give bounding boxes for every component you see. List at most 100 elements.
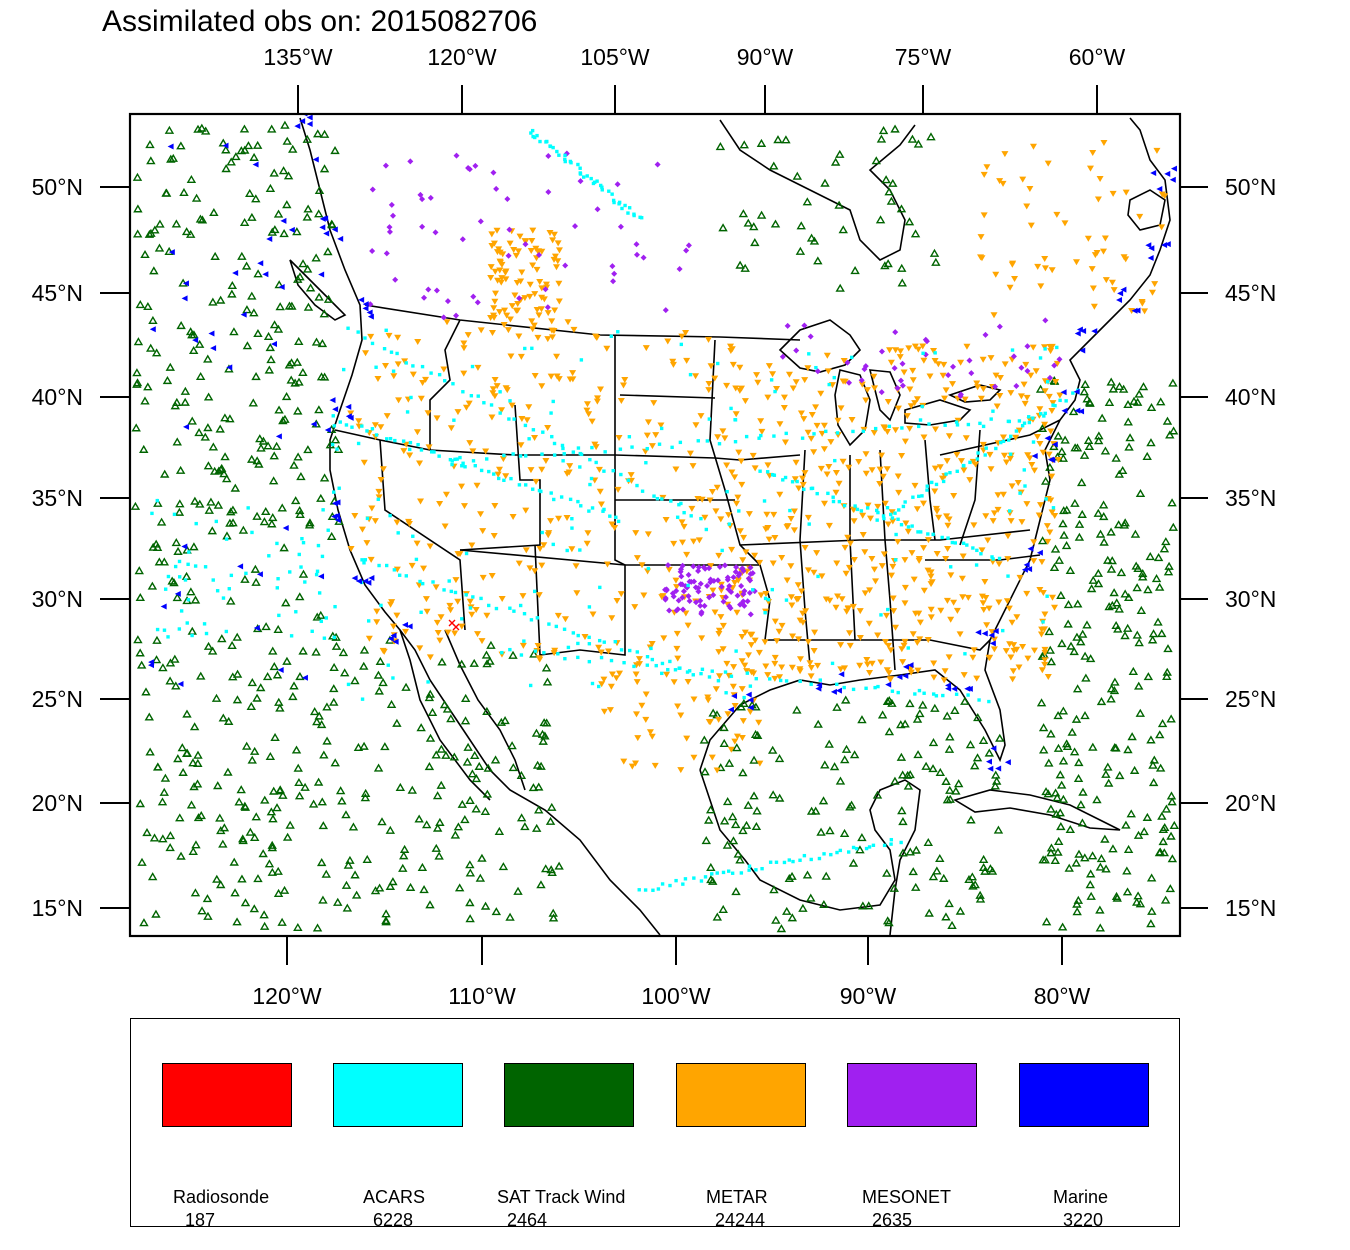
tri-up-marker (238, 836, 248, 845)
square-marker (469, 394, 474, 398)
tri-left-marker (1116, 297, 1123, 304)
tri-up-marker (217, 634, 227, 643)
tri-down-marker (1101, 235, 1109, 242)
tri-down-marker (874, 632, 882, 639)
tri-down-marker (644, 419, 652, 426)
tri-down-marker (980, 212, 988, 219)
tri-up-marker (312, 923, 323, 932)
tri-up-marker (767, 745, 778, 754)
sat-track-wind-swatch (504, 1063, 634, 1127)
tri-down-marker (542, 457, 550, 464)
diamond-marker (611, 270, 618, 277)
square-marker (842, 685, 846, 690)
tri-down-marker (1008, 483, 1016, 490)
tri-down-marker (526, 565, 534, 572)
tri-up-marker (326, 219, 337, 228)
tri-down-marker (751, 465, 759, 472)
tri-up-marker (339, 668, 350, 677)
tri-up-marker (1096, 696, 1107, 706)
tri-down-marker (405, 518, 413, 525)
diamond-marker (727, 605, 734, 612)
square-marker (275, 541, 279, 546)
tri-up-marker (281, 391, 292, 401)
tri-up-marker (1160, 895, 1171, 904)
tri-up-marker (719, 738, 729, 748)
square-marker (362, 561, 366, 565)
square-marker (461, 461, 465, 465)
tri-down-marker (895, 489, 903, 496)
tri-up-marker (944, 744, 955, 753)
tri-down-marker (1001, 151, 1009, 158)
tri-up-marker (193, 813, 204, 822)
tri-down-marker (741, 629, 749, 636)
tri-down-marker (876, 466, 884, 473)
tri-up-marker (236, 785, 246, 794)
tri-up-marker (180, 397, 190, 406)
tri-up-marker (1165, 430, 1175, 439)
tri-down-marker (794, 582, 802, 589)
tri-down-marker (790, 508, 798, 515)
tri-up-marker (190, 595, 201, 604)
tri-up-marker (858, 901, 868, 910)
tri-down-marker (498, 407, 506, 414)
tri-down-marker (468, 611, 476, 618)
tri-up-marker (1073, 773, 1084, 783)
tri-down-marker (947, 616, 955, 623)
tri-down-marker (514, 300, 522, 307)
tri-down-marker (603, 345, 611, 352)
tri-up-marker (290, 378, 300, 387)
tri-up-marker (1148, 777, 1159, 787)
diamond-marker (950, 363, 957, 370)
tri-down-marker (473, 482, 481, 489)
tri-down-marker (491, 298, 499, 305)
legend-item-mesonet: MESONET 2635 (847, 1063, 977, 1230)
left-lat-label: 15°N (31, 895, 83, 921)
tri-left-marker (149, 326, 156, 333)
tri-down-marker (945, 516, 953, 523)
tri-up-marker (203, 392, 214, 401)
tri-down-marker (526, 293, 534, 300)
tri-up-marker (887, 698, 897, 707)
tri-down-marker (1003, 598, 1011, 605)
tri-down-marker (347, 546, 355, 553)
tri-up-marker (381, 917, 391, 926)
tri-up-marker (319, 473, 330, 482)
square-marker (587, 635, 591, 640)
diamond-marker (726, 582, 733, 589)
tri-down-marker (540, 296, 548, 303)
tri-down-marker (1044, 673, 1052, 680)
tri-down-marker (785, 371, 793, 378)
tri-down-marker (1108, 279, 1116, 286)
tri-down-marker (742, 549, 750, 556)
square-marker (502, 453, 506, 458)
tri-up-marker (182, 709, 192, 718)
tri-up-marker (481, 650, 492, 659)
square-marker (172, 512, 177, 517)
tri-down-marker (1048, 473, 1056, 480)
tri-left-marker (318, 573, 325, 580)
tri-up-marker (174, 507, 185, 516)
tri-down-marker (697, 413, 705, 420)
tri-up-marker (437, 657, 447, 666)
tri-up-marker (1106, 694, 1116, 703)
tri-up-marker (743, 800, 753, 809)
tri-up-marker (270, 732, 280, 742)
tri-up-marker (1126, 809, 1136, 818)
tri-down-marker (517, 278, 525, 285)
diamond-marker (894, 385, 901, 392)
tri-down-marker (942, 555, 950, 562)
tri-down-marker (538, 383, 546, 390)
tri-down-marker (886, 347, 894, 354)
tri-up-marker (1050, 788, 1061, 797)
square-marker (555, 149, 559, 154)
tri-down-marker (919, 343, 927, 350)
tri-up-marker (374, 686, 384, 695)
tri-down-marker (612, 675, 620, 682)
square-marker (660, 671, 664, 676)
square-marker (571, 450, 576, 454)
tri-up-marker (1135, 708, 1145, 717)
tri-down-marker (982, 513, 990, 520)
tri-down-marker (769, 371, 777, 378)
tri-down-marker (390, 373, 398, 380)
tri-up-marker (159, 469, 170, 478)
